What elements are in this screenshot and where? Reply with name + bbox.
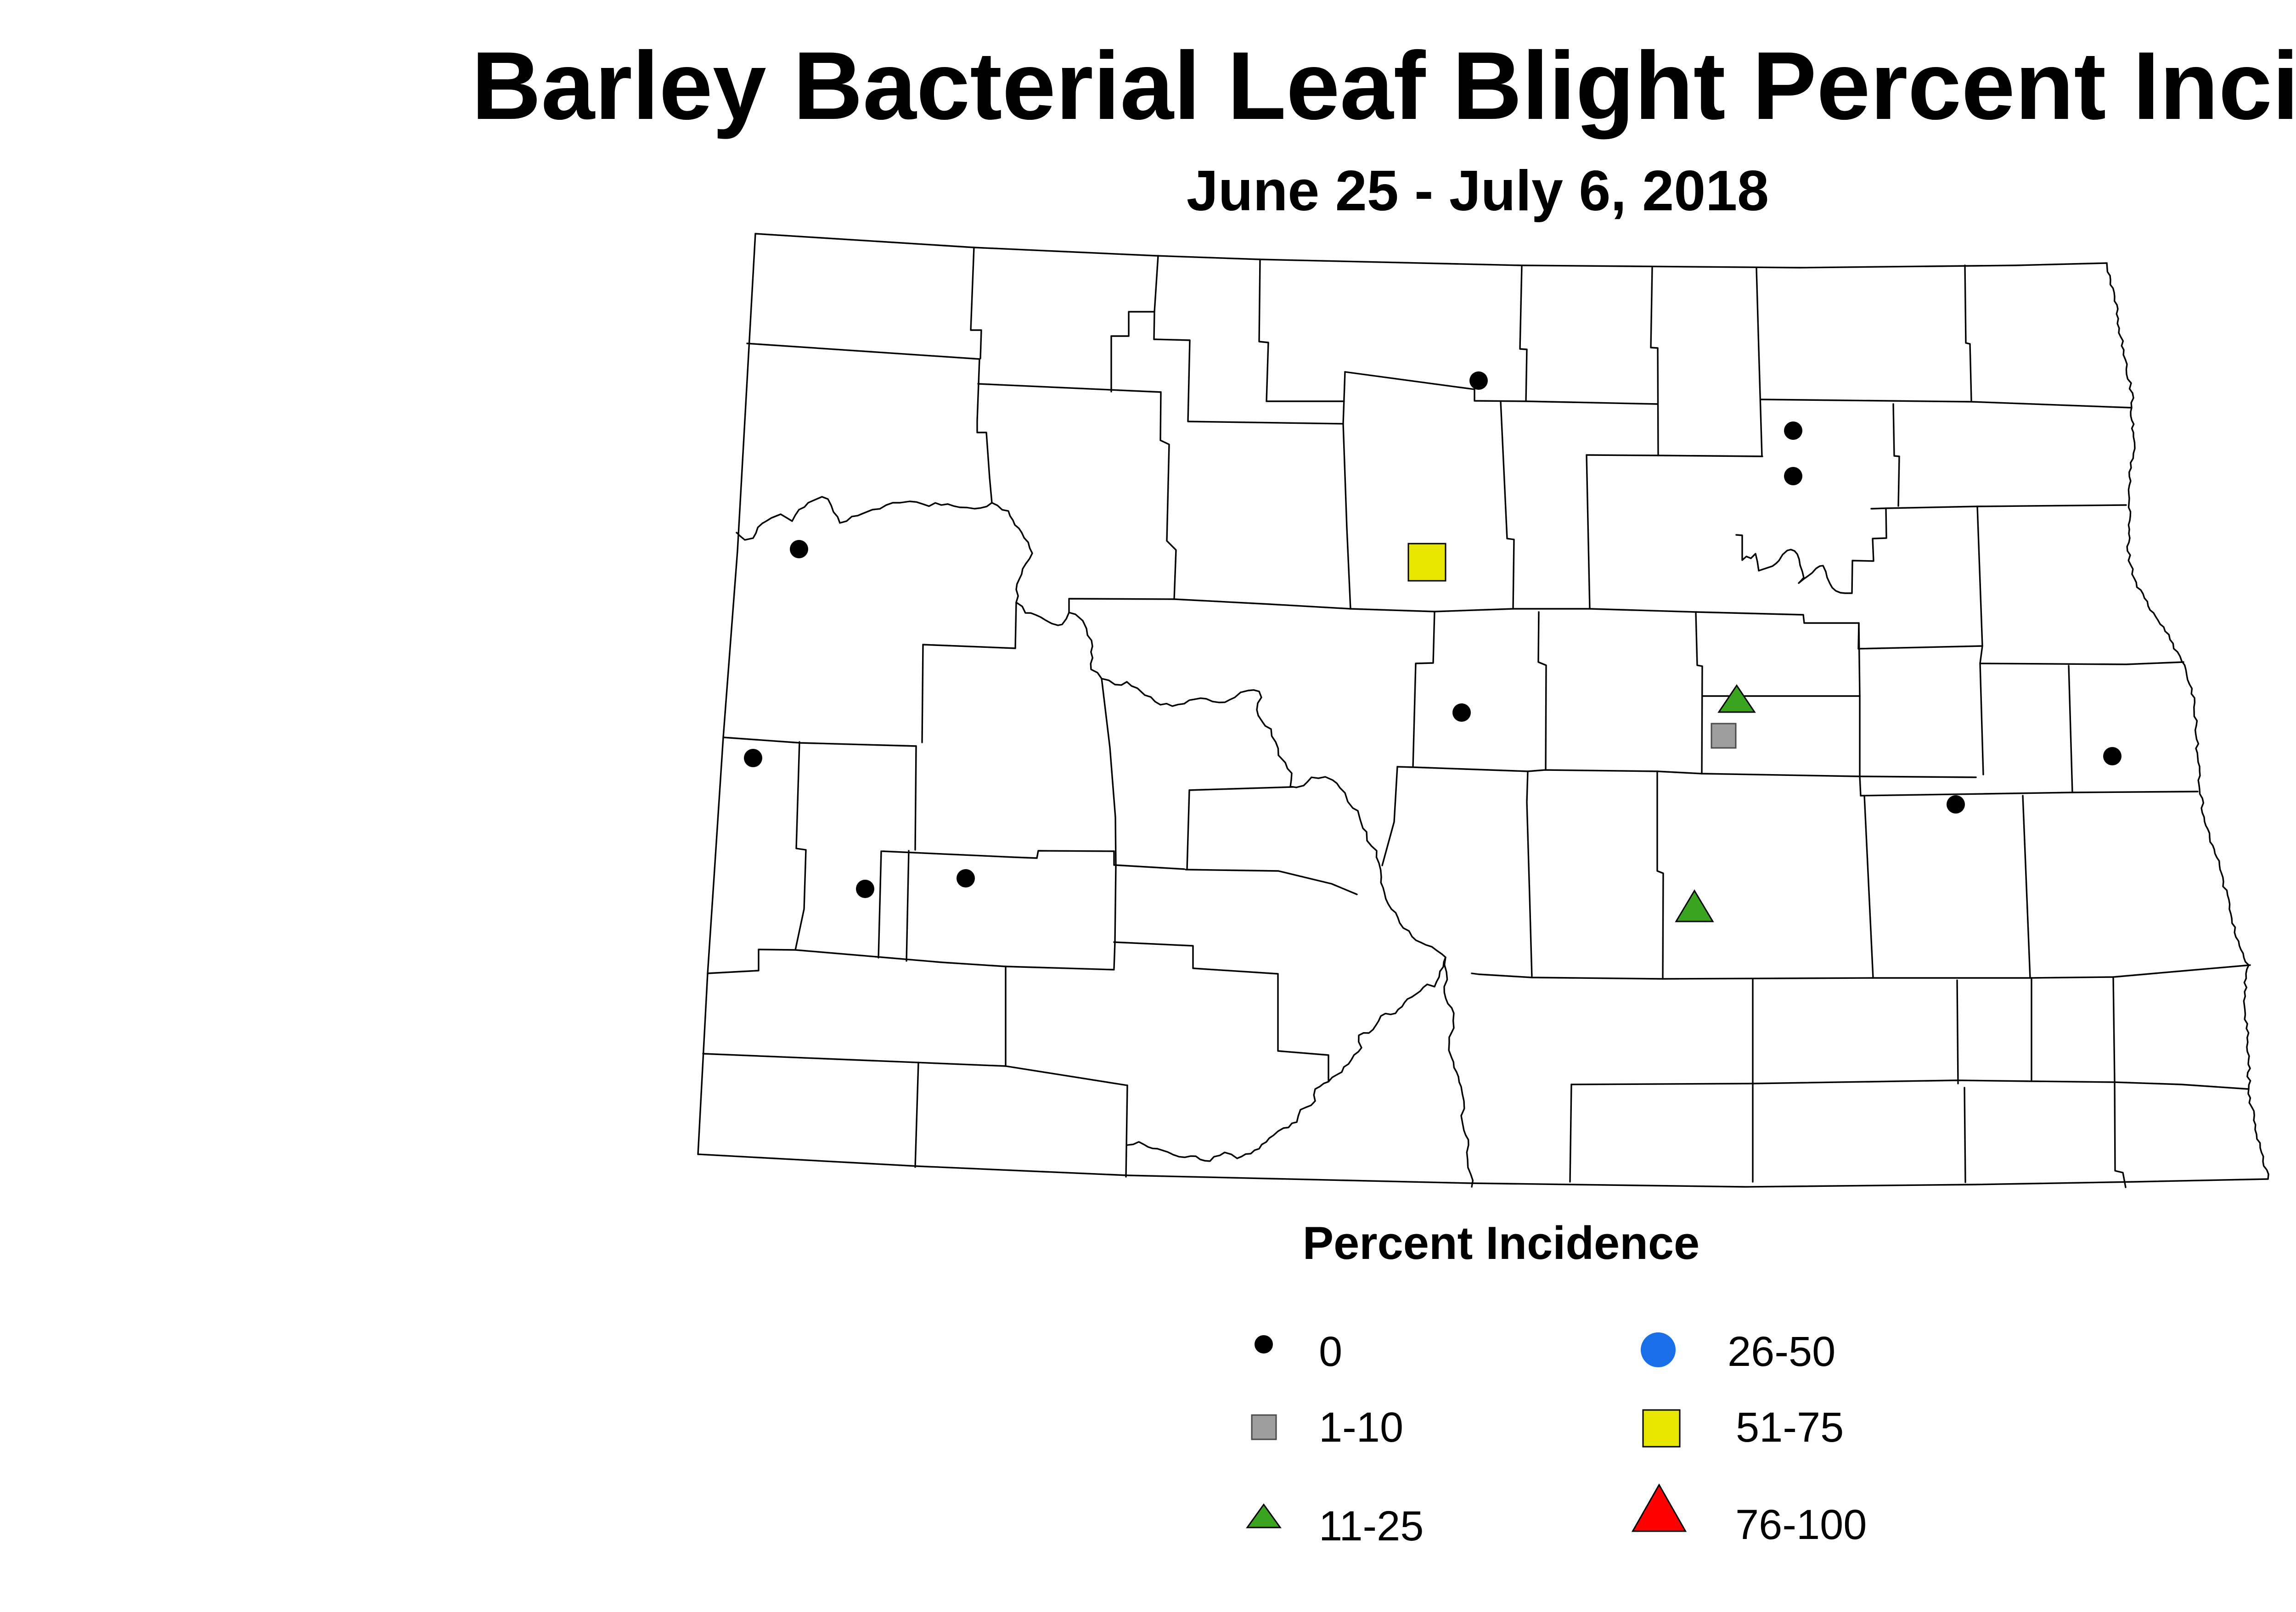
svg-text:Barley Bacterial Leaf Blight P: Barley Bacterial Leaf Blight Percent Inc… — [472, 32, 2296, 140]
svg-text:Percent Incidence: Percent Incidence — [1303, 1218, 1699, 1269]
svg-text:0: 0 — [1319, 1328, 1342, 1375]
svg-text:June 25 - July 6, 2018: June 25 - July 6, 2018 — [1187, 159, 1769, 223]
svg-text:76-100: 76-100 — [1735, 1501, 1867, 1548]
svg-text:11-25: 11-25 — [1319, 1503, 1424, 1550]
svg-text:51-75: 51-75 — [1736, 1404, 1844, 1451]
svg-text:1-10: 1-10 — [1319, 1404, 1403, 1451]
svg-text:26-50: 26-50 — [1728, 1328, 1835, 1375]
